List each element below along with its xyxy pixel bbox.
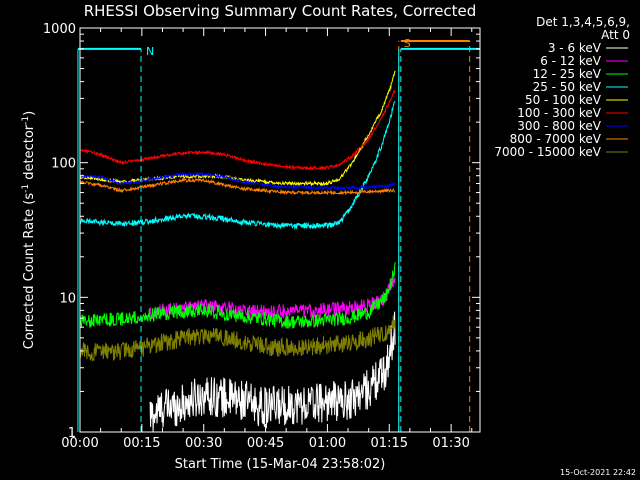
y-tick-label: 100 <box>51 157 76 172</box>
legend-label: 50 - 100 keV <box>525 93 602 107</box>
plot-frame <box>79 27 481 433</box>
y-tick-label: 1 <box>68 426 76 441</box>
series-line-7 <box>79 171 396 192</box>
y-axis-label-end: ) <box>22 111 37 116</box>
x-tick-label: 00:00 <box>61 436 98 451</box>
series-line-3 <box>79 262 396 330</box>
legend-label: 3 - 6 keV <box>548 41 602 55</box>
legend-label: 6 - 12 keV <box>540 54 602 68</box>
legend-label: 7000 - 15000 keV <box>494 145 601 159</box>
flag-marker-label: N <box>146 45 154 58</box>
flag-layer: NS <box>77 37 480 432</box>
series-line-9 <box>79 315 396 362</box>
y-axis-label-main: Corrected Count Rate (s <box>22 193 37 350</box>
x-tick-label: 00:30 <box>185 436 222 451</box>
series-layer <box>79 70 396 433</box>
x-tick-label: 01:00 <box>309 436 346 451</box>
y-axis-label-mid: detector <box>22 124 37 184</box>
y-axis-label: Corrected Count Rate (s-1 detector-1) <box>21 111 37 349</box>
series-line-6 <box>79 89 396 172</box>
legend-label: 100 - 300 keV <box>517 106 601 120</box>
x-ticks: 00:00 00:15 00:30 00:45 01:00 01:15 01:30 <box>61 28 473 451</box>
series-line-4 <box>79 100 396 230</box>
y-tick-label: 1000 <box>43 22 76 37</box>
legend-label: 25 - 50 keV <box>533 80 602 94</box>
x-tick-label: 01:15 <box>371 436 408 451</box>
x-tick-label: 00:15 <box>123 436 160 451</box>
series-line-1 <box>149 311 396 433</box>
x-tick-label: 00:45 <box>247 436 284 451</box>
flag-marker-label: S <box>404 37 411 50</box>
y-tick-label: 10 <box>59 291 76 306</box>
y-axis-label-sup1: -1 <box>21 184 31 193</box>
y-axis-label-sup2: -1 <box>21 116 31 125</box>
x-axis-label: Start Time (15-Mar-04 23:58:02) <box>175 457 386 472</box>
legend-header-line2: Att 0 <box>601 28 630 42</box>
series-line-8 <box>79 177 396 196</box>
y-ticks: 1 10 100 1000 <box>43 22 480 441</box>
legend-header-line1: Det 1,3,4,5,6,9, <box>536 15 630 29</box>
legend-label: 300 - 800 keV <box>517 119 601 133</box>
legend-label: 800 - 7000 keV <box>510 132 602 146</box>
legend-label: 12 - 25 keV <box>533 67 602 81</box>
chart-title: RHESSI Observing Summary Count Rates, Co… <box>84 2 477 20</box>
timestamp: 15-Oct-2021 22:42 <box>560 468 636 477</box>
x-tick-label: 01:30 <box>432 436 469 451</box>
